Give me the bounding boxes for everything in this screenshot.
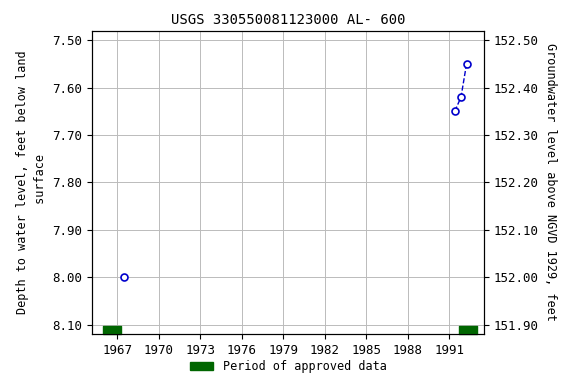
Y-axis label: Groundwater level above NGVD 1929, feet: Groundwater level above NGVD 1929, feet xyxy=(544,43,557,321)
Title: USGS 330550081123000 AL- 600: USGS 330550081123000 AL- 600 xyxy=(170,13,406,27)
Y-axis label: Depth to water level, feet below land
 surface: Depth to water level, feet below land su… xyxy=(16,51,47,314)
Legend: Period of approved data: Period of approved data xyxy=(185,356,391,378)
